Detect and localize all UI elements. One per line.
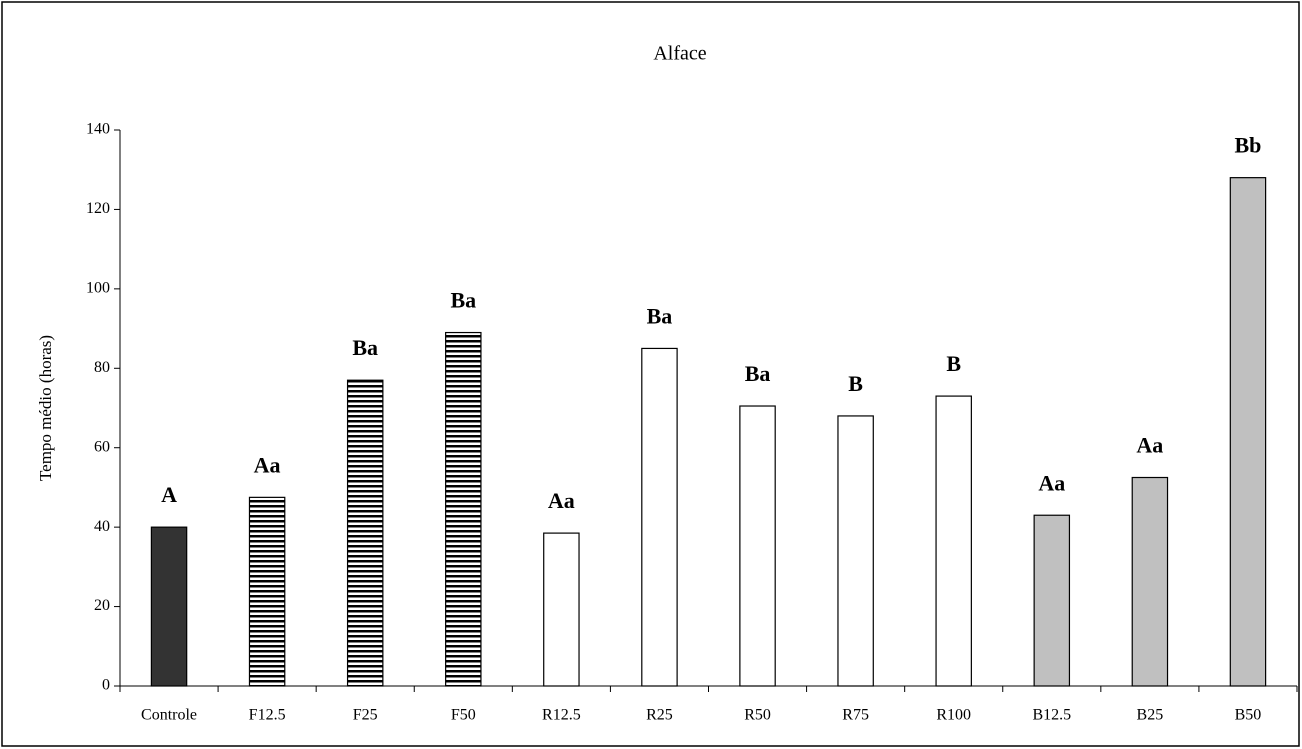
x-tick-label: B12.5: [1032, 707, 1071, 724]
bar: [1033, 514, 1071, 687]
x-tick-label: F12.5: [249, 707, 286, 724]
bar-annotation: Ba: [352, 335, 378, 360]
bar-annotation: B: [848, 371, 863, 396]
bar: [739, 405, 776, 687]
bar-annotation: Aa: [1136, 433, 1163, 458]
y-tick-label: 140: [86, 121, 110, 138]
x-tick-label: R75: [842, 707, 869, 724]
bar: [1229, 177, 1267, 687]
bar-annotation: Aa: [254, 452, 281, 477]
y-tick-label: 40: [94, 518, 110, 535]
y-tick-label: 100: [86, 280, 110, 297]
bar: [641, 347, 678, 687]
x-tick-label: Controle: [141, 707, 197, 724]
bar-annotation: Bb: [1234, 133, 1261, 158]
bar: [150, 526, 188, 687]
bar: [346, 379, 384, 687]
bar-annotation: B: [946, 351, 961, 376]
bar: [543, 532, 580, 687]
bar-annotation: Ba: [745, 361, 771, 386]
y-axis-label: Tempo médio (horas): [36, 335, 55, 481]
x-tick-label: B50: [1235, 707, 1262, 724]
x-tick-label: R12.5: [542, 707, 581, 724]
chart-title: Alface: [653, 43, 706, 65]
bar: [445, 331, 482, 687]
bar-annotation: Aa: [1038, 470, 1065, 495]
x-tick-label: F50: [451, 707, 476, 724]
x-tick-label: B25: [1137, 707, 1164, 724]
y-tick-label: 0: [102, 677, 110, 694]
bar-annotation: Aa: [548, 488, 575, 513]
x-tick-label: R100: [936, 707, 971, 724]
y-tick-label: 80: [94, 359, 110, 376]
bar: [1131, 476, 1169, 687]
bar: [837, 415, 874, 687]
bar-annotation: Ba: [450, 288, 476, 313]
x-tick-label: R25: [646, 707, 673, 724]
x-tick-label: R50: [744, 707, 771, 724]
bar-annotation: Ba: [647, 303, 673, 328]
y-tick-label: 60: [94, 438, 110, 455]
bar-annotation: A: [161, 482, 177, 507]
y-tick-label: 20: [94, 597, 110, 614]
x-tick-label: F25: [353, 707, 378, 724]
y-tick-label: 120: [86, 200, 110, 217]
bar: [248, 496, 286, 687]
bar: [935, 395, 972, 687]
